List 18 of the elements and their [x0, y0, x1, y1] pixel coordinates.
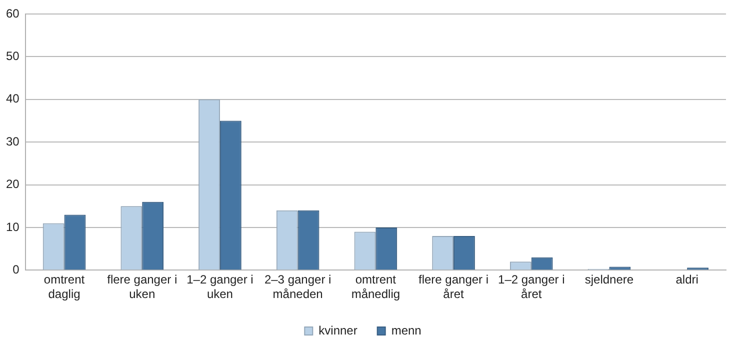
y-tick-label: 40	[6, 92, 20, 106]
x-tick-label: 1–2 ganger i året	[498, 272, 565, 302]
y-tick-label: 0	[12, 262, 20, 277]
x-tick-label: sjeldnere	[584, 272, 634, 287]
x-tick-label: flere ganger i uken	[107, 272, 178, 302]
x-tick-label: 2–3 ganger i måneden	[264, 272, 332, 302]
y-tick-label: 60	[6, 6, 20, 20]
y-tick-label: 50	[6, 49, 20, 64]
y-tick-label: 30	[6, 134, 20, 148]
legend-label: menn	[391, 323, 422, 338]
y-tick-label: 10	[6, 220, 20, 234]
legend-label: kvinner	[318, 323, 358, 338]
x-tick-label: flere ganger i året	[418, 272, 489, 302]
x-tick-label: 1–2 ganger i uken	[186, 272, 254, 302]
x-tick-label: omtrent daglig	[44, 272, 86, 302]
x-tick-label: omtrent månedlig	[351, 272, 400, 302]
y-tick-label: 20	[6, 177, 20, 192]
x-tick-label: aldri	[676, 272, 698, 287]
